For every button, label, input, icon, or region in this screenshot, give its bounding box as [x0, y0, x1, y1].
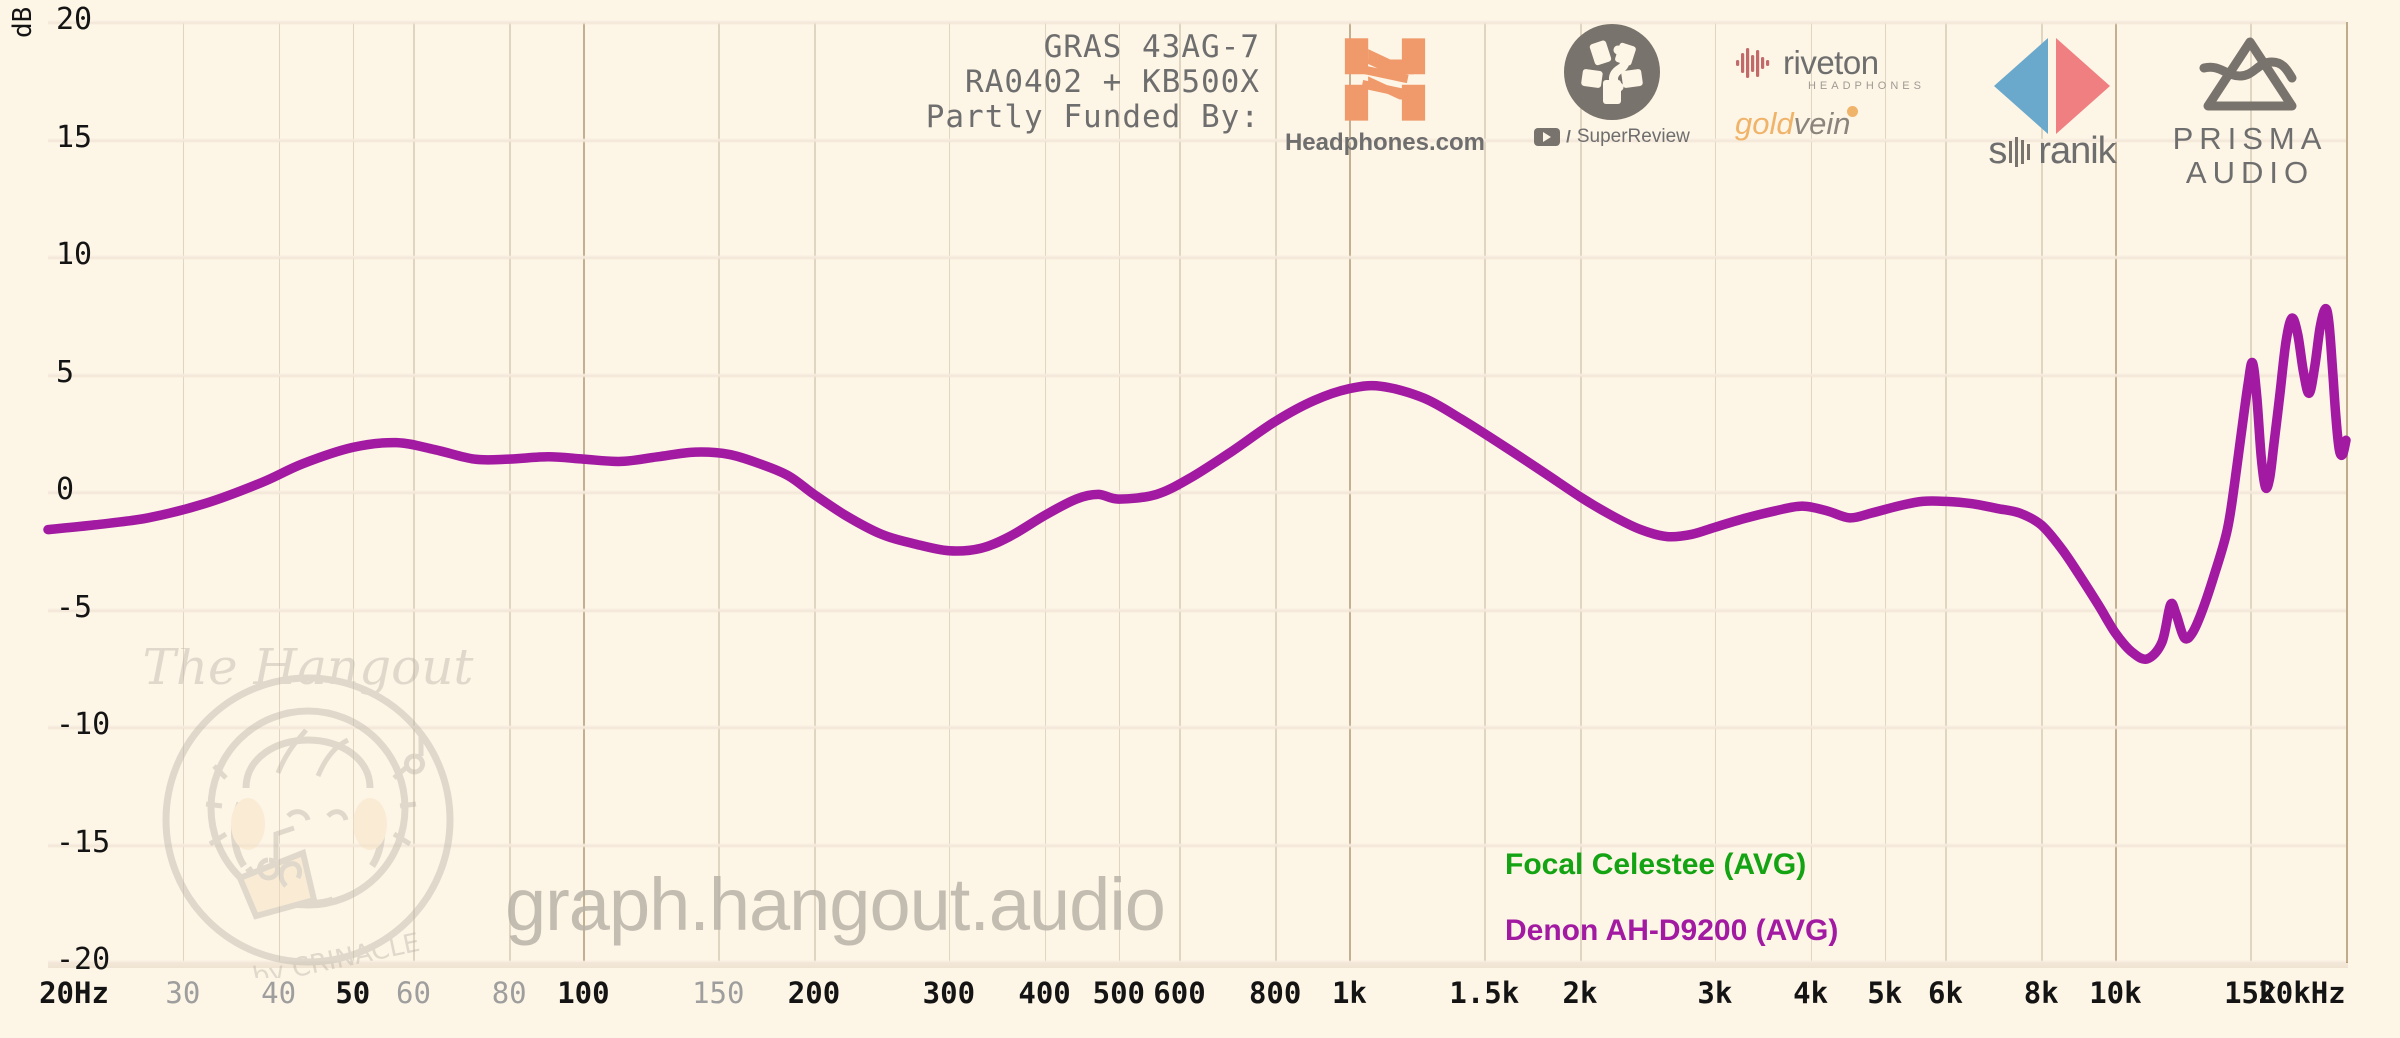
y-axis-unit-label: dB [8, 6, 38, 38]
x-tick-20kHz: 20kHz [2258, 976, 2346, 1010]
curve-layer [42, 303, 2352, 664]
sponsor-riveton-label: riveton [1783, 44, 1879, 81]
x-tick-60: 60 [396, 976, 431, 1010]
goldvein-dot-icon [1847, 106, 1858, 117]
x-tick-20Hz: 20Hz [39, 976, 109, 1010]
x-tick-40: 40 [261, 976, 297, 1010]
sponsor-prisma-audio-label-1: PRISMA [2172, 121, 2328, 156]
x-tick-10k: 10k [2089, 976, 2142, 1010]
y-tick-15: 15 [56, 119, 93, 155]
x-tick-6k: 6k [1928, 976, 1963, 1010]
grid-line-h-15 [48, 137, 2346, 143]
x-tick-800: 800 [1248, 976, 1302, 1010]
sponsor-riveton[interactable]: riveton HEADPHONES goldvein [1735, 44, 1925, 142]
headphones-dot-com-icon [1344, 38, 1426, 121]
grid-line-h-10 [48, 255, 2346, 260]
sponsor-goldvein-label-vein: vein [1793, 106, 1851, 141]
prisma-audio-icon [2199, 37, 2297, 111]
grid-line-h--15 [48, 842, 2346, 848]
superreview-slash: / [1566, 127, 1571, 146]
curve-denon-ahd9200 [43, 303, 2351, 664]
sponsor-superreview-label: SuperReview [1576, 126, 1690, 147]
x-tick-400: 400 [1018, 976, 1071, 1010]
sponsor-headphones-dot-com[interactable]: Headphones.com [1280, 32, 1490, 157]
sponsor-goldvein-label-gold: gold [1735, 106, 1794, 141]
x-tick-300: 300 [922, 976, 976, 1010]
x-tick-200: 200 [787, 976, 841, 1010]
x-tick-4k: 4k [1793, 976, 1829, 1010]
y-tick-0: 0 [56, 472, 75, 507]
riveton-icon [1736, 48, 1770, 78]
x-tick-15k: 15k [2224, 976, 2277, 1010]
legend-label-focal-celestee: Focal Celestee (AVG) [1505, 848, 1807, 881]
x-tick-150: 150 [692, 976, 745, 1010]
x-tick-1.5k: 1.5k [1449, 976, 1520, 1010]
legend-item-focal-celestee[interactable]: Focal Celestee (AVG) [1505, 832, 1838, 898]
sponsor-sonik-label-ranik: ranik [2038, 130, 2116, 172]
x-tick-30: 30 [165, 976, 201, 1010]
sponsor-sonik[interactable]: s ranik [1952, 36, 2152, 173]
legend-item-denon-ahd9200[interactable]: Denon AH-D9200 (AVG) [1505, 898, 1838, 964]
grid-line-h--20 [48, 960, 2346, 965]
x-tick-100: 100 [557, 976, 610, 1010]
grid-line-h--10 [48, 725, 2346, 730]
grid-line-h-5 [48, 372, 2346, 378]
headline-line-3: Partly Funded By: [925, 99, 1260, 135]
sponsor-goldvein[interactable]: goldvein [1735, 106, 1925, 142]
headline-line-1: GRAS 43AG-7 [1043, 29, 1260, 65]
youtube-icon [1534, 128, 1561, 146]
y-tick-20: 20 [56, 2, 93, 37]
x-tick-2k: 2k [1562, 976, 1598, 1010]
x-tick-5k: 5k [1867, 976, 1903, 1010]
x-tick-3k: 3k [1697, 976, 1733, 1010]
sonik-icon [1994, 38, 2110, 134]
x-tick-8k: 8k [2023, 976, 2059, 1010]
site-watermark-text: graph.hangout.audio [505, 863, 1166, 946]
y-tick--15: -15 [56, 824, 111, 860]
sponsor-prisma-audio-label-2: AUDIO [2185, 155, 2315, 190]
y-tick-10: 10 [56, 237, 93, 272]
sponsor-headphones-dot-com-label: Headphones.com [1284, 129, 1486, 156]
legend-label-denon-ahd9200: Denon AH-D9200 (AVG) [1505, 914, 1839, 947]
plot-area [42, 20, 2352, 965]
y-tick--10: -10 [56, 707, 111, 742]
x-tick-600: 600 [1153, 976, 1206, 1010]
x-axis-line [48, 963, 2348, 968]
x-tick-80: 80 [491, 976, 527, 1010]
sponsor-riveton-sub: HEADPHONES [1807, 80, 1925, 92]
chart-legend: Focal Celestee (AVG) Denon AH-D9200 (AVG… [1505, 832, 1838, 964]
watermark-top-text: The Hangout [142, 648, 474, 696]
grid-line-h--5 [48, 607, 2346, 613]
headline-line-2: RA0402 + KB500X [965, 64, 1260, 100]
y-tick--20: -20 [56, 942, 111, 977]
y-tick--5: -5 [56, 589, 93, 625]
superreview-icon [1564, 24, 1660, 120]
watermark-bottom-text: by CRINACLE [250, 928, 422, 978]
x-tick-1k: 1k [1331, 976, 1367, 1010]
x-tick-500: 500 [1092, 976, 1146, 1010]
grid-line-h-20 [48, 20, 2346, 25]
x-tick-50: 50 [335, 976, 371, 1010]
sponsor-logos: Headphones.com / SuperRevie [1280, 22, 2340, 222]
sponsor-prisma-audio[interactable]: PRISMA AUDIO [2160, 32, 2340, 190]
y-tick-5: 5 [56, 354, 75, 390]
sponsor-sonik-label-s: s [1988, 130, 2007, 172]
sonik-bars-icon [2009, 136, 2031, 167]
chart-headline: GRAS 43AG-7 RA0402 + KB500X Partly Funde… [760, 30, 1260, 135]
hangout-crinacle-watermark-logo: The Hangout by CRINACLE [142, 648, 474, 978]
sponsor-superreview[interactable]: / SuperReview [1492, 22, 1732, 148]
